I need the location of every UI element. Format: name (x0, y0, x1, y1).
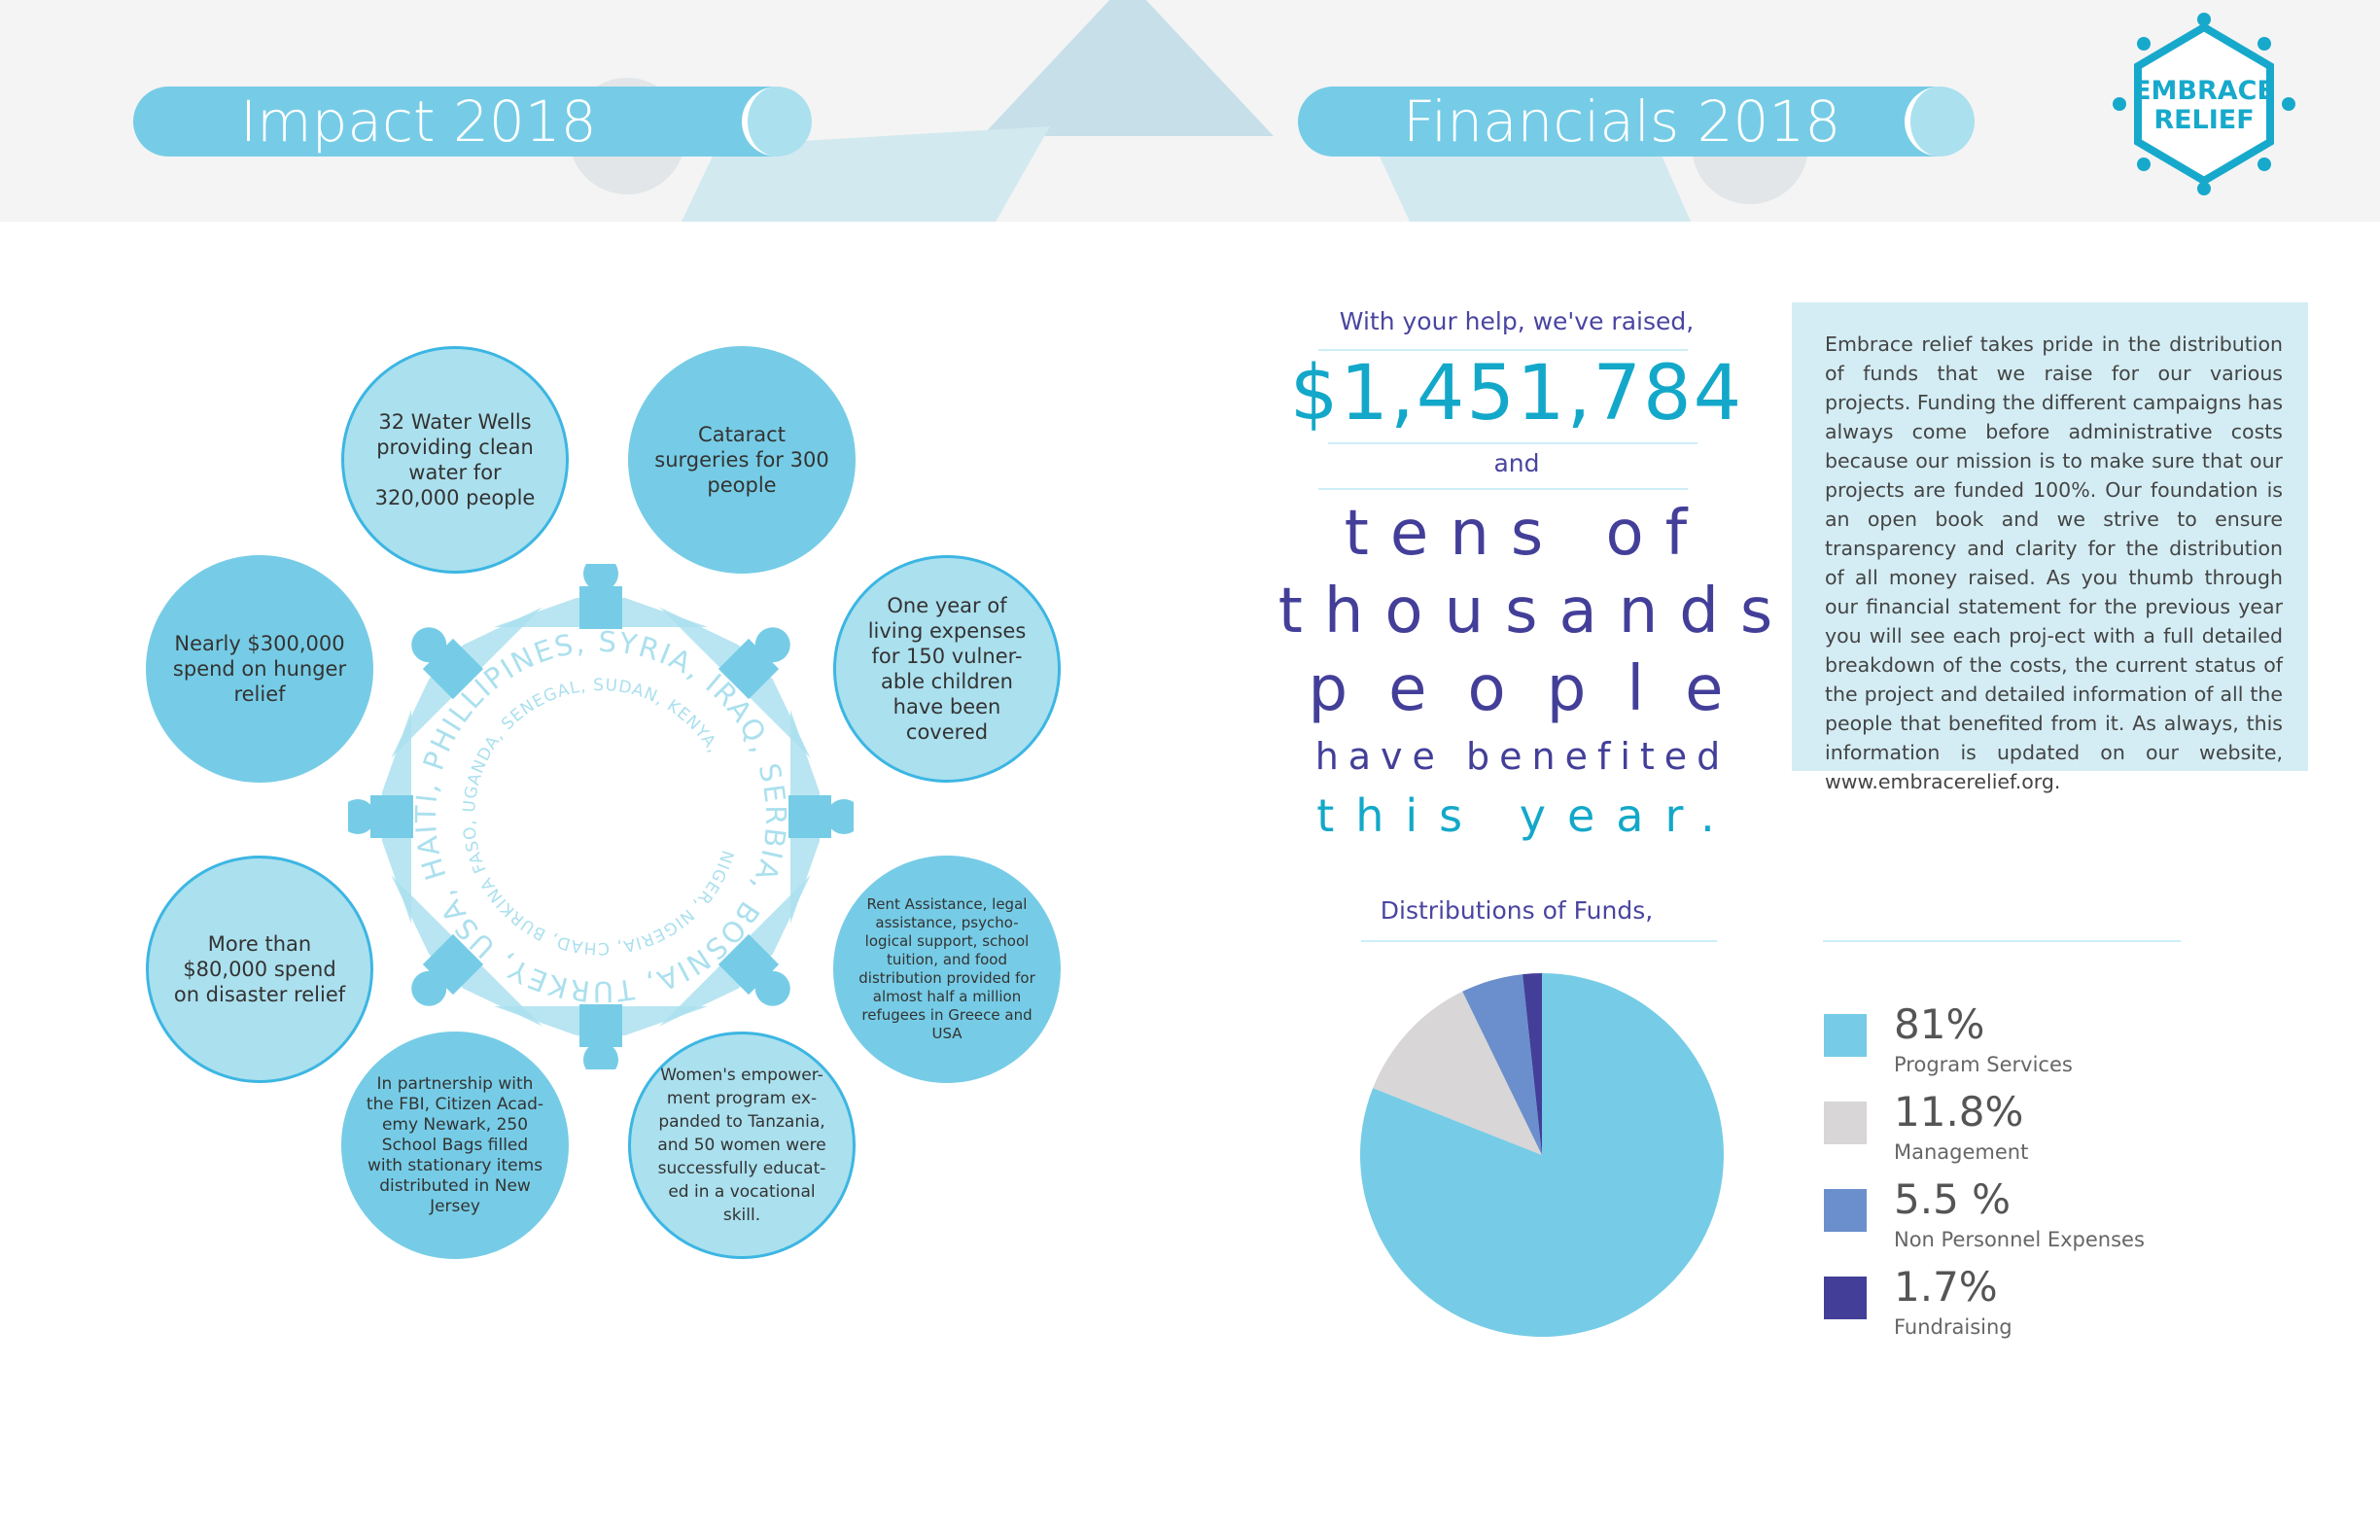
legend-swatch (1824, 1277, 1867, 1319)
funds-pie-chart (1360, 973, 1724, 1337)
legend-swatch (1824, 1189, 1867, 1232)
ring-dot (754, 627, 790, 663)
impact-cataract: Cataract surgeries for 300 people (628, 346, 856, 574)
ring-node (422, 933, 484, 996)
headline-thousands: thousands (1278, 576, 1795, 648)
impact-water-wells: 32 Water Wells providing clean water for… (341, 346, 569, 574)
banner-cap (1905, 87, 1975, 157)
ring-dot (411, 970, 447, 1006)
legend-percent: 11.8% (1894, 1088, 2024, 1136)
ring-node (422, 638, 484, 700)
ring-segment (659, 607, 811, 758)
pie-slice-fundraising (1522, 973, 1542, 1155)
ring-node (718, 933, 780, 996)
ring-dot (826, 799, 854, 834)
legend-percent: 81% (1894, 1000, 1985, 1048)
decor-shape (982, 0, 1274, 136)
headline-have-benefited: have benefited (1314, 735, 1731, 778)
divider (1328, 442, 1698, 444)
transparency-paragraph: Embrace relief takes pride in the distri… (1792, 302, 2308, 793)
impact-banner: Impact 2018 (133, 87, 812, 157)
ring-center (416, 632, 786, 1001)
countries-ring: BOSNIA, TURKEY, USA, HAITI, PHILLIPINES,… (348, 564, 854, 1069)
ring-dot (583, 564, 618, 591)
and-text: and (1493, 449, 1540, 477)
svg-text:EMBRACE: EMBRACE (2133, 76, 2275, 106)
ring-dot (411, 627, 447, 663)
impact-womens-empowerment: Women's empower-ment program ex-panded t… (628, 1032, 856, 1259)
headline-this-year: this year. (1316, 789, 1736, 842)
ring-dot (754, 970, 790, 1006)
ring-node (579, 1004, 622, 1047)
ring-node (370, 795, 413, 838)
banner-cap (742, 87, 812, 157)
header-band: Impact 2018 Financials 2018 EMBRACE RELI… (0, 0, 2380, 222)
impact-school-bags: In partnership with the FBI, Citizen Aca… (341, 1032, 569, 1259)
impact-hunger-relief: Nearly $300,000 spend on hunger relief (146, 555, 373, 783)
ring-node (579, 586, 622, 629)
ring-node (788, 795, 831, 838)
divider (1318, 349, 1688, 351)
ring-dot (583, 1042, 618, 1069)
divider (1361, 940, 1717, 942)
raised-amount: $1,451,784 (1289, 350, 1744, 438)
impact-living-expenses: One year of living expenses for 150 vuln… (833, 555, 1061, 783)
legend-percent: 5.5 % (1894, 1175, 2012, 1223)
financials-title: Financials 2018 (1403, 88, 1841, 155)
raised-intro: With your help, we've raised, (1339, 307, 1695, 335)
legend-swatch (1824, 1014, 1867, 1057)
impact-disaster-relief: More than $80,000 spend on disaster reli… (146, 856, 373, 1083)
headline-tens-of: tens of (1344, 498, 1709, 570)
divider (1823, 940, 2181, 942)
headline-people: people (1308, 653, 1765, 725)
chart-title: Distributions of Funds, (1380, 896, 1654, 925)
legend-label: Fundraising (1894, 1315, 2012, 1339)
ring-node (718, 638, 780, 700)
ring-dot (348, 799, 375, 834)
impact-title: Impact 2018 (240, 88, 597, 155)
embrace-relief-logo: EMBRACE RELIEF (2113, 13, 2295, 195)
pie-slice-non-personnel-expenses (1462, 974, 1542, 1155)
financials-banner: Financials 2018 (1298, 87, 1975, 157)
pie-slice-management (1373, 991, 1542, 1155)
svg-text:RELIEF: RELIEF (2153, 105, 2254, 135)
legend-label: Program Services (1894, 1053, 2073, 1076)
impact-refugee-assistance: Rent Assistance, legal assistance, psych… (833, 856, 1061, 1083)
divider (1318, 488, 1688, 490)
legend-percent: 1.7% (1894, 1263, 1998, 1311)
legend-label: Management (1894, 1140, 2029, 1164)
legend-label: Non Personnel Expenses (1894, 1228, 2145, 1251)
legend-swatch (1824, 1102, 1867, 1144)
